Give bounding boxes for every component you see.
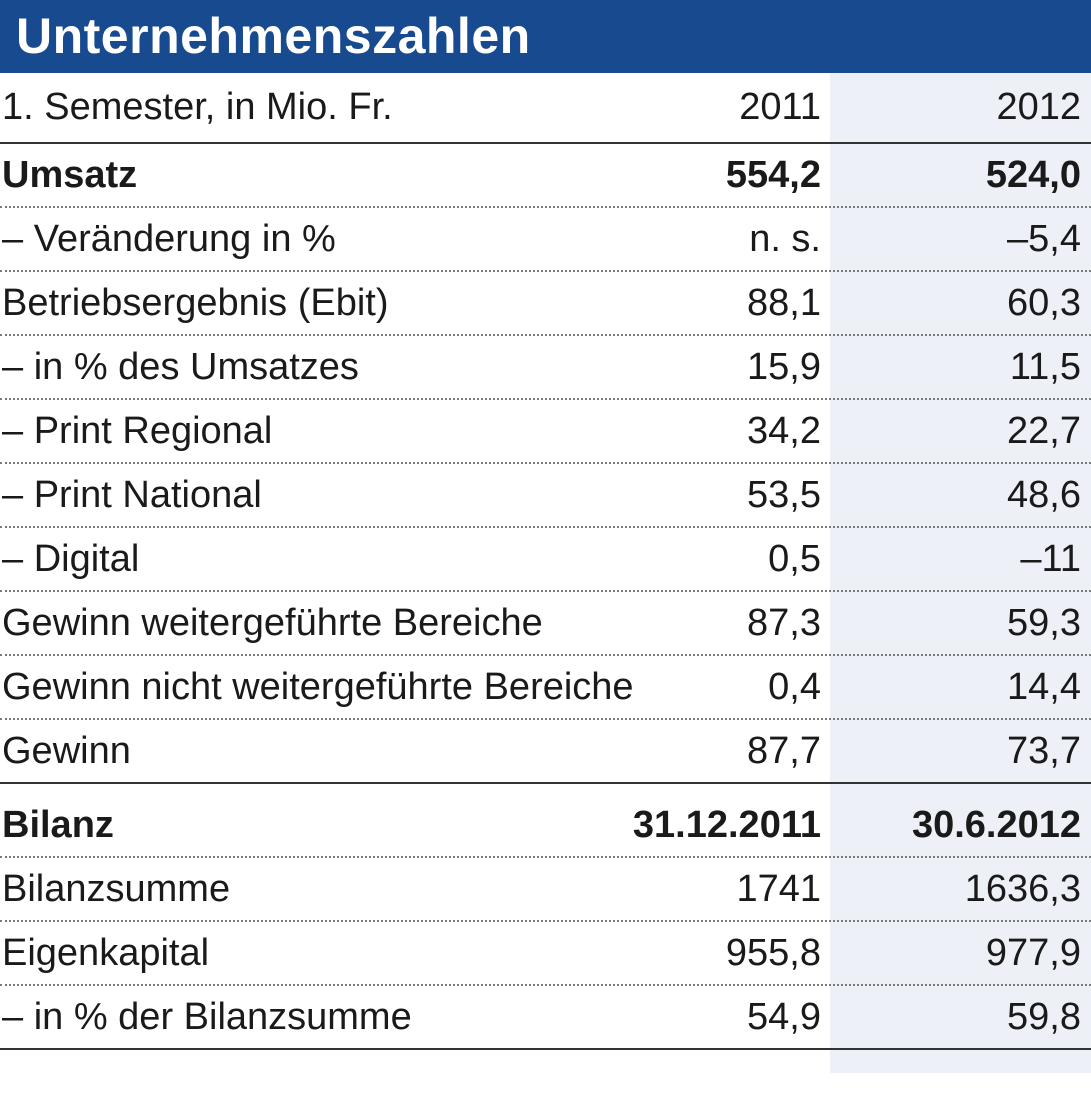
- value-2012: 30.6.2012: [911, 803, 1081, 846]
- value-2012: 14,4: [1007, 665, 1081, 708]
- row-label: Eigenkapital: [2, 931, 210, 974]
- value-2011: 87,3: [747, 601, 821, 644]
- row-label: Bilanz: [2, 803, 114, 846]
- value-2011: n. s.: [749, 217, 821, 260]
- value-2012: –5,4: [1007, 217, 1081, 260]
- table-row: Betriebsergebnis (Ebit) 88,1 60,3: [0, 272, 1091, 336]
- table-row-umsatz: Umsatz 554,2 524,0: [0, 144, 1091, 208]
- value-2011: 34,2: [747, 409, 821, 452]
- row-label: Gewinn weitergeführte Bereiche: [2, 601, 543, 644]
- table-row: – Print National 53,5 48,6: [0, 464, 1091, 528]
- value-2011: 31.12.2011: [632, 803, 821, 846]
- row-label: – Digital: [2, 537, 140, 580]
- value-2012: 22,7: [1007, 409, 1081, 452]
- value-2012: 977,9: [985, 931, 1081, 974]
- row-label: Gewinn: [2, 729, 131, 772]
- row-label: Gewinn nicht weitergeführte Bereiche: [2, 665, 634, 708]
- value-2012: 59,3: [1007, 601, 1081, 644]
- value-2012: 524,0: [985, 153, 1081, 196]
- value-2011: 54,9: [747, 995, 821, 1038]
- value-2012: 48,6: [1007, 473, 1081, 516]
- table-row: – Veränderung in % n. s. –5,4: [0, 208, 1091, 272]
- table-header-row: 1. Semester, in Mio. Fr. 2011 2012: [0, 73, 1091, 144]
- value-2011: 53,5: [747, 473, 821, 516]
- header-col-2011: 2011: [739, 86, 821, 128]
- value-2012: 60,3: [1007, 281, 1081, 324]
- table-row: Gewinn nicht weitergeführte Bereiche 0,4…: [0, 656, 1091, 720]
- table-row: – in % der Bilanzsumme 54,9 59,8: [0, 986, 1091, 1050]
- value-2011: 0,4: [768, 665, 821, 708]
- header-label: 1. Semester, in Mio. Fr.: [2, 86, 393, 128]
- row-label: – Print Regional: [2, 409, 273, 452]
- table-row: – in % des Umsatzes 15,9 11,5: [0, 336, 1091, 400]
- table-row: – Print Regional 34,2 22,7: [0, 400, 1091, 464]
- row-label: Bilanzsumme: [2, 867, 231, 910]
- row-label: – Print National: [2, 473, 262, 516]
- value-2012: 59,8: [1007, 995, 1081, 1038]
- value-2012: –11: [1020, 537, 1081, 580]
- value-2012: 11,5: [1009, 345, 1081, 388]
- value-2011: 0,5: [768, 537, 821, 580]
- value-2011: 1741: [736, 867, 821, 910]
- column-2012-shading: [830, 73, 1091, 1073]
- value-2011: 15,9: [747, 345, 821, 388]
- table-row: Gewinn 87,7 73,7: [0, 720, 1091, 784]
- value-2012: 1636,3: [964, 867, 1081, 910]
- financial-table: 1. Semester, in Mio. Fr. 2011 2012 Umsat…: [0, 73, 1091, 1050]
- value-2011: 554,2: [725, 153, 821, 196]
- table-row: Gewinn weitergeführte Bereiche 87,3 59,3: [0, 592, 1091, 656]
- row-label: Betriebsergebnis (Ebit): [2, 281, 389, 324]
- row-label: – in % der Bilanzsumme: [2, 995, 412, 1038]
- header-col-2012: 2012: [996, 86, 1081, 128]
- row-label: Umsatz: [2, 153, 138, 196]
- table-row: Bilanzsumme 1741 1636,3: [0, 858, 1091, 922]
- table-row: Eigenkapital 955,8 977,9: [0, 922, 1091, 986]
- table-title: Unternehmenszahlen: [0, 0, 1091, 73]
- value-2011: 955,8: [725, 931, 821, 974]
- value-2011: 87,7: [747, 729, 821, 772]
- table-row-bilanz: Bilanz 31.12.2011 30.6.2012: [0, 794, 1091, 858]
- value-2012: 73,7: [1007, 729, 1081, 772]
- table-row: – Digital 0,5 –11: [0, 528, 1091, 592]
- value-2011: 88,1: [747, 281, 821, 324]
- row-label: – Veränderung in %: [2, 217, 336, 260]
- row-label: – in % des Umsatzes: [2, 345, 359, 388]
